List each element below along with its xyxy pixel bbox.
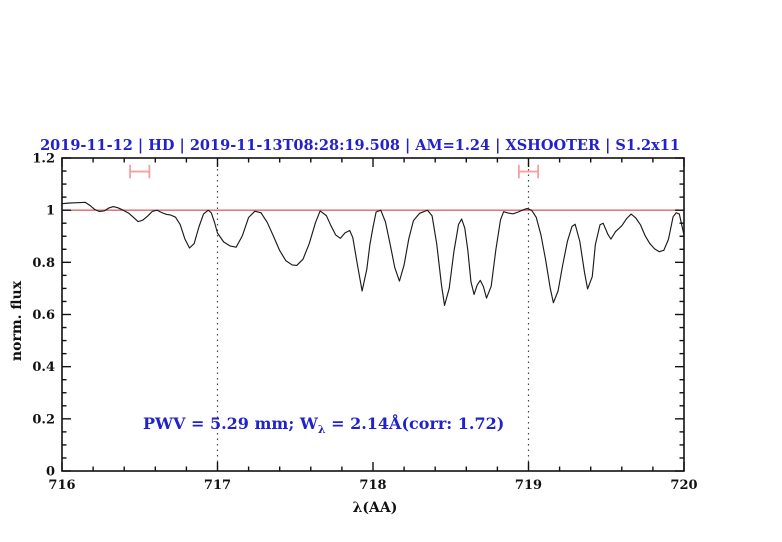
x-tick-label: 718 xyxy=(359,478,386,493)
y-tick-label: 0.4 xyxy=(32,360,55,375)
x-tick-label: 719 xyxy=(515,478,542,493)
y-tick-label: 0.6 xyxy=(32,308,55,323)
axis-tick-labels: 716 717 718 719 720 0 0.2 0.4 0.6 0.8 1 1.2 xyxy=(32,152,697,494)
axis-ticks xyxy=(61,157,685,472)
y-axis-label: norm. flux xyxy=(9,280,25,361)
plot-title: 2019-11-12 | HD | 2019-11-13T08:28:19.50… xyxy=(40,137,680,154)
pwv-annotation-part1: PWV = 5.29 mm; W xyxy=(143,414,319,433)
x-tick-label: 720 xyxy=(670,478,697,493)
y-tick-label: 0 xyxy=(46,465,55,480)
y-tick-label: 0.2 xyxy=(32,412,55,427)
x-tick-label: 716 xyxy=(48,478,75,493)
pwv-annotation: PWV = 5.29 mm; Wλ = 2.14Å(corr: 1.72) xyxy=(143,412,504,436)
x-axis-label: λ(AA) xyxy=(353,500,398,516)
y-tick-label: 1.2 xyxy=(32,152,55,167)
spectrum-line xyxy=(61,201,685,306)
x-tick-label: 717 xyxy=(204,478,231,493)
y-tick-label: 0.8 xyxy=(32,256,55,271)
y-tick-label: 1 xyxy=(46,204,55,219)
pwv-annotation-lambda-subscript: λ xyxy=(318,423,326,436)
pwv-band-markers xyxy=(129,164,540,179)
pwv-annotation-part2: = 2.14Å(corr: 1.72) xyxy=(326,412,505,433)
